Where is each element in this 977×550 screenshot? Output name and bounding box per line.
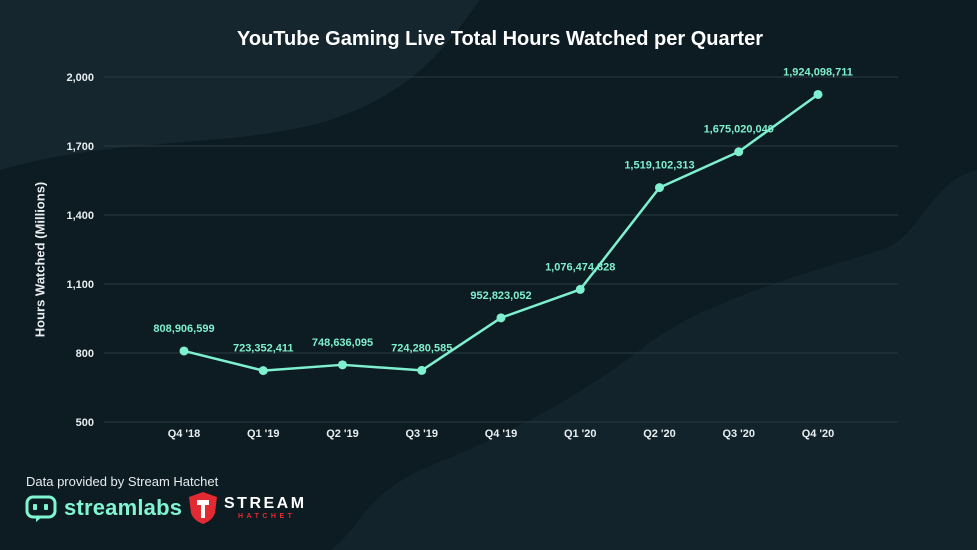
y-tick-label: 1,400	[66, 210, 94, 222]
data-point	[338, 360, 347, 370]
series-line	[183, 93, 819, 372]
data-label: 1,076,474,828	[545, 261, 615, 273]
x-tick-label: Q1 '19	[247, 428, 280, 440]
x-tick-label: Q4 '18	[168, 428, 201, 440]
streamlabs-logo: streamlabs	[24, 492, 182, 524]
y-tick-label: 1,700	[66, 141, 94, 153]
x-tick-label: Q3 '20	[722, 428, 755, 440]
data-label: 1,675,020,049	[704, 124, 774, 136]
data-point	[734, 147, 744, 157]
x-tick-label: Q3 '19	[405, 428, 438, 440]
data-label: 952,823,052	[470, 290, 531, 302]
x-tick-label: Q4 '19	[485, 428, 518, 440]
y-tick-label: 500	[76, 417, 94, 429]
data-point	[813, 89, 823, 99]
data-credit: Data provided by Stream Hatchet	[26, 474, 219, 489]
x-tick-label: Q1 '20	[564, 428, 597, 440]
x-tick-label: Q2 '19	[326, 428, 359, 440]
data-point	[575, 284, 585, 294]
data-label: 724,280,585	[391, 342, 452, 354]
data-label: 723,352,411	[233, 343, 294, 355]
data-point	[179, 346, 189, 356]
data-label: 748,636,095	[312, 337, 373, 349]
chart-title: YouTube Gaming Live Total Hours Watched …	[237, 28, 763, 50]
x-tick-label: Q4 '20	[802, 428, 835, 440]
y-tick-label: 1,100	[66, 279, 94, 291]
bg-shape-bottom-right	[330, 170, 977, 550]
data-point	[655, 183, 664, 193]
hatchet-word-stream: STREAM	[224, 494, 307, 512]
y-tick-label: 800	[76, 348, 94, 360]
streamlabs-wordmark: streamlabs	[64, 495, 183, 520]
data-label: 1,519,102,313	[624, 160, 694, 172]
streamlabs-icon	[25, 495, 57, 522]
stream-hatchet-logo: STREAM HATCHET	[188, 491, 307, 525]
y-tick-label: 2,000	[66, 72, 94, 84]
data-point	[417, 365, 427, 375]
data-point	[496, 313, 506, 323]
data-label: 1,924,098,711	[783, 66, 853, 78]
bg-shape-top-left	[0, 0, 480, 170]
data-label: 808,906,599	[153, 323, 214, 335]
data-point	[258, 366, 268, 376]
hatchet-shield-icon	[189, 492, 217, 524]
x-tick-label: Q2 '20	[643, 428, 676, 440]
hatchet-word-hatchet: HATCHET	[238, 512, 296, 520]
